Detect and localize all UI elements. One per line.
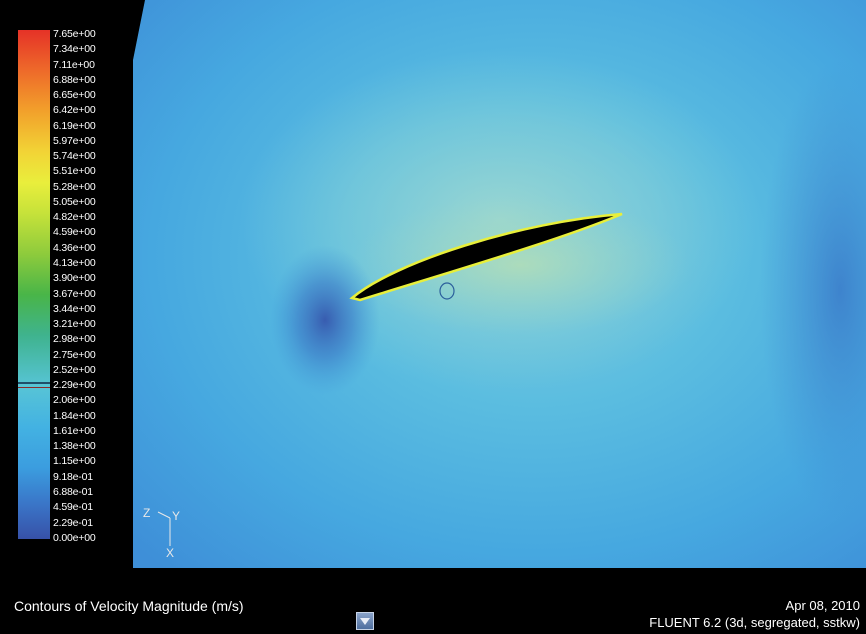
legend-tick-label: 4.82e+00: [53, 211, 96, 224]
caption-footer: Contours of Velocity Magnitude (m/s) Apr…: [0, 568, 866, 634]
axis-label-y: Y: [172, 509, 181, 523]
legend-tick-label: 4.59e+00: [53, 226, 96, 239]
legend-tick-label: 2.06e+00: [53, 394, 96, 407]
legend-tick-label: 6.19e+00: [53, 119, 96, 132]
chevron-down-icon: [360, 617, 370, 625]
legend-tick-label: 4.36e+00: [53, 241, 96, 254]
legend-tick-label: 2.29e+00: [53, 379, 96, 392]
caption-title: Contours of Velocity Magnitude (m/s): [14, 598, 244, 614]
legend-tick-label: 7.34e+00: [53, 43, 96, 56]
legend-tick-label: 4.59e-01: [53, 501, 93, 514]
legend-tick-label: 6.88e-01: [53, 485, 93, 498]
legend-ticks: 7.65e+00 7.34e+00 7.11e+00 6.88e+00 6.65e+00…: [53, 29, 133, 543]
legend-tick-label: 9.18e-01: [53, 470, 93, 483]
legend-tick-label: 5.74e+00: [53, 150, 96, 163]
legend-tick-label: 3.90e+00: [53, 272, 96, 285]
legend-tick-label: 7.65e+00: [53, 28, 96, 40]
axis-label-z: Z: [143, 506, 151, 520]
legend-tick-label: 6.42e+00: [53, 104, 96, 117]
wake-region: [350, 195, 690, 335]
legend-tick-label: 1.38e+00: [53, 440, 96, 453]
legend-tick-label: 1.84e+00: [53, 409, 96, 422]
caption-solver: FLUENT 6.2 (3d, segregated, sstkw): [649, 615, 860, 630]
caption-date: Apr 08, 2010: [785, 598, 860, 613]
legend-tick-label: 0.00e+00: [53, 531, 96, 544]
legend-tick-label: 3.44e+00: [53, 302, 96, 315]
legend-tick-label: 5.51e+00: [53, 165, 96, 178]
axis-label-x: X: [166, 546, 175, 560]
probe-marker: [439, 282, 455, 300]
legend-tick-label: 1.15e+00: [53, 455, 96, 468]
graphics-viewport[interactable]: 7.65e+00 7.34e+00 7.11e+00 6.88e+00 6.65e+00…: [0, 0, 866, 568]
color-scale-bar: [18, 30, 50, 539]
outer-flow-region: [760, 60, 866, 520]
legend-tick-label: 5.28e+00: [53, 180, 96, 193]
legend-tick-label: 2.29e-01: [53, 516, 93, 529]
legend-tick-label: 2.98e+00: [53, 333, 96, 346]
axis-triad: Z Y X: [138, 500, 188, 562]
legend-tick-label: 6.88e+00: [53, 73, 96, 86]
color-scale-marker: [18, 382, 50, 388]
legend-tick-label: 6.65e+00: [53, 89, 96, 102]
legend-tick-label: 5.05e+00: [53, 195, 96, 208]
legend-tick-label: 2.75e+00: [53, 348, 96, 361]
legend-tick-label: 1.61e+00: [53, 424, 96, 437]
legend-tick-label: 4.13e+00: [53, 256, 96, 269]
footer-dropdown-button[interactable]: [356, 612, 374, 630]
legend-tick-label: 7.11e+00: [53, 58, 95, 71]
airfoil: [349, 212, 623, 302]
legend-tick-label: 3.21e+00: [53, 318, 96, 331]
legend-tick-label: 5.97e+00: [53, 134, 96, 147]
legend-tick-label: 3.67e+00: [53, 287, 96, 300]
contour-field: [133, 0, 866, 568]
stagnation-region: [270, 245, 380, 395]
legend-tick-label: 2.52e+00: [53, 363, 96, 376]
